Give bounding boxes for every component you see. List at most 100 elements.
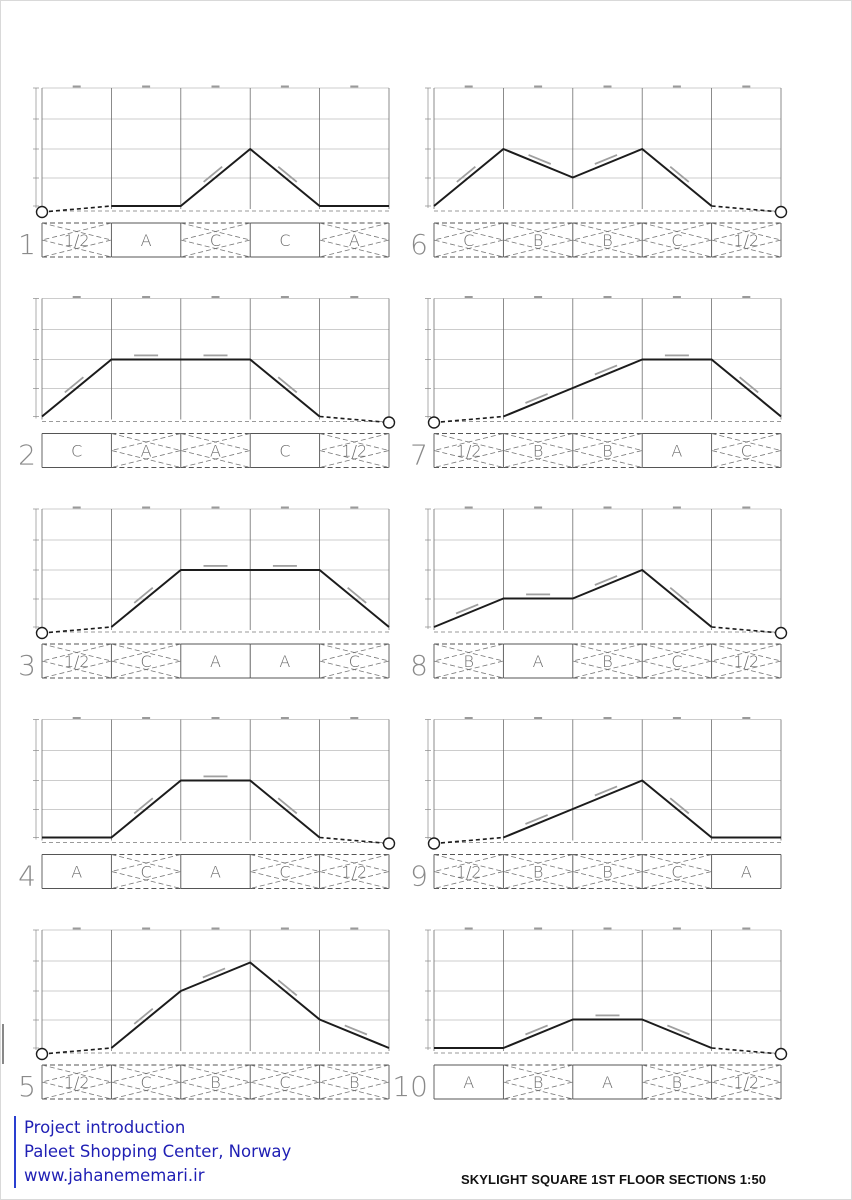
section-3: 1/2 C A A C 3 <box>18 506 390 682</box>
panel-label: B <box>210 1073 220 1092</box>
segment-annotation <box>526 593 551 596</box>
dimension-tag <box>72 85 81 88</box>
panel-label: C <box>141 1073 152 1092</box>
panel-strip: 1/2 B B A C <box>433 433 782 468</box>
drain-marker <box>774 1047 788 1061</box>
segment-annotation <box>203 166 223 183</box>
panel-label: C <box>741 442 752 461</box>
panel-label: C <box>279 442 290 461</box>
panel-label: C <box>71 442 82 461</box>
dimension-tag <box>603 927 612 930</box>
panel-label: C <box>141 863 152 882</box>
sheet-title: SKYLIGHT SQUARE 1ST FLOOR SECTIONS 1:50 <box>461 1172 767 1187</box>
dimension-tag <box>603 506 612 509</box>
segment-annotation <box>669 166 690 183</box>
credit-block: Project introduction Paleet Shopping Cen… <box>14 1116 291 1188</box>
dimension-tag <box>534 506 543 509</box>
panel-label: 1/2 <box>456 442 482 461</box>
section-4: A C A C 1/2 4 <box>18 717 396 893</box>
segment-annotation <box>739 376 759 394</box>
dimension-tag <box>534 85 543 88</box>
drain-slope <box>711 205 782 213</box>
dimension-tag <box>211 506 220 509</box>
panel-strip: 1/2 B B C A <box>433 854 782 889</box>
segment-annotation <box>525 814 548 825</box>
dimension-tag <box>72 506 81 509</box>
segment-annotation <box>277 376 298 394</box>
dimension-tag <box>672 85 681 88</box>
section-number: 1 <box>18 228 36 261</box>
drain-slope <box>319 415 390 424</box>
panel-label: 1/2 <box>341 863 367 882</box>
panel-strip: 1/2 C A A C <box>41 643 390 679</box>
roof-profile <box>503 358 782 418</box>
section-number: 6 <box>410 228 428 261</box>
roof-profile <box>111 148 389 207</box>
segment-annotation <box>664 354 689 357</box>
dimension-tag <box>742 85 751 88</box>
dimension-tag <box>603 85 612 88</box>
dimension-tag <box>211 717 220 719</box>
section-number: 3 <box>18 649 36 682</box>
panel-strip: A B A B 1/2 <box>433 1064 782 1100</box>
dimension-tag <box>142 506 151 509</box>
panel-label: 1/2 <box>733 1073 759 1092</box>
dimension-tag <box>464 717 473 719</box>
dimension-tag <box>534 296 543 298</box>
segment-annotation <box>133 797 154 815</box>
dimension-tag <box>280 717 289 719</box>
dimension-tag <box>350 717 359 719</box>
panel-strip: C B B C 1/2 <box>433 222 782 258</box>
drain-slope <box>41 205 112 213</box>
segment-annotation <box>525 393 548 404</box>
section-number: 8 <box>410 649 428 682</box>
drain-slope <box>433 415 504 424</box>
section-10: A B A B 1/2 10 <box>392 927 788 1100</box>
panel-label: C <box>210 231 221 250</box>
panel-label: 1/2 <box>64 231 90 250</box>
dimension-tag <box>142 85 151 88</box>
panel-label: B <box>349 1073 359 1092</box>
section-number: 9 <box>410 860 428 893</box>
credit-line-website[interactable]: www.jahanememari.ir <box>24 1166 205 1185</box>
panel-label: 1/2 <box>341 442 367 461</box>
dimension-tag <box>464 296 473 298</box>
panel-label: C <box>141 652 152 671</box>
dimension-tag <box>603 717 612 719</box>
section-1: 1/2 A C C A 1 <box>18 85 390 261</box>
drain-marker <box>382 416 396 429</box>
section-number: 5 <box>18 1070 36 1100</box>
section-number: 2 <box>18 439 36 472</box>
panel-label: 1/2 <box>456 863 482 882</box>
panel-label: C <box>671 863 682 882</box>
drain-slope <box>41 1047 112 1055</box>
segment-annotation <box>133 587 154 604</box>
panel-label: C <box>279 231 290 250</box>
dimension-tag <box>280 506 289 509</box>
segment-annotation <box>277 979 298 997</box>
panel-label: A <box>210 863 221 882</box>
segment-annotation <box>594 785 618 797</box>
panel-label: B <box>672 1073 682 1092</box>
panel-label: A <box>463 1073 474 1092</box>
segment-annotation <box>277 166 298 183</box>
segment-annotation <box>455 603 479 615</box>
drain-marker <box>427 416 441 429</box>
panel-label: A <box>279 652 290 671</box>
roof-profile <box>433 148 713 207</box>
dimension-tag <box>672 506 681 509</box>
segment-annotation <box>203 354 228 357</box>
panel-strip: 1/2 C B C B <box>41 1064 390 1100</box>
dimension-tag <box>280 296 289 298</box>
segment-annotation <box>669 587 690 604</box>
panel-label: 1/2 <box>733 231 759 250</box>
drain-slope <box>319 836 390 845</box>
panel-strip: C A A C 1/2 <box>41 433 390 468</box>
credit-line-name: Paleet Shopping Center, Norway <box>24 1142 292 1161</box>
panel-strip: B A B C 1/2 <box>433 643 782 679</box>
panel-label: C <box>279 1073 290 1092</box>
dimension-tag <box>742 506 751 509</box>
dimension-tag <box>280 85 289 88</box>
segment-annotation <box>347 587 367 604</box>
